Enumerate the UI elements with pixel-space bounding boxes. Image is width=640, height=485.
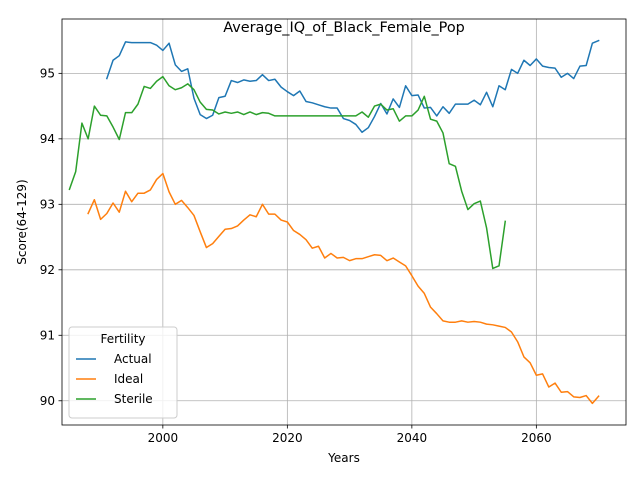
y-tick-label: 93 xyxy=(40,197,55,211)
legend-label-sterile: Sterile xyxy=(114,392,153,406)
legend-label-actual: Actual xyxy=(114,352,152,366)
y-axis-label: Score(64-129) xyxy=(15,179,29,264)
y-tick-label: 90 xyxy=(40,394,55,408)
series-line-sterile xyxy=(68,75,507,270)
x-axis-label: Years xyxy=(327,451,360,465)
legend-label-ideal: Ideal xyxy=(114,372,143,386)
x-tick-label: 2040 xyxy=(397,431,428,445)
x-tick-label: 2000 xyxy=(148,431,179,445)
axis-ticks: 2000 2020 2040 2060 90 91 92 93 94 95 xyxy=(40,66,552,445)
plot-area-frame xyxy=(61,18,627,426)
legend-title: Fertility xyxy=(100,332,145,346)
y-tick-label: 91 xyxy=(40,328,55,342)
series-line-actual xyxy=(105,39,600,134)
y-tick-label: 95 xyxy=(40,66,55,80)
legend-entries: Actual Ideal Sterile xyxy=(76,352,153,406)
legend: Fertility Actual Ideal Sterile xyxy=(68,326,178,419)
x-tick-label: 2060 xyxy=(521,431,552,445)
legend-box xyxy=(68,326,178,419)
chart-title: Average_IQ_of_Black_Female_Pop xyxy=(223,20,465,36)
y-tick-label: 94 xyxy=(40,132,55,146)
series-lines xyxy=(68,39,600,405)
y-tick-label: 92 xyxy=(40,263,55,277)
series-line-ideal xyxy=(87,172,600,405)
x-tick-label: 2020 xyxy=(272,431,303,445)
